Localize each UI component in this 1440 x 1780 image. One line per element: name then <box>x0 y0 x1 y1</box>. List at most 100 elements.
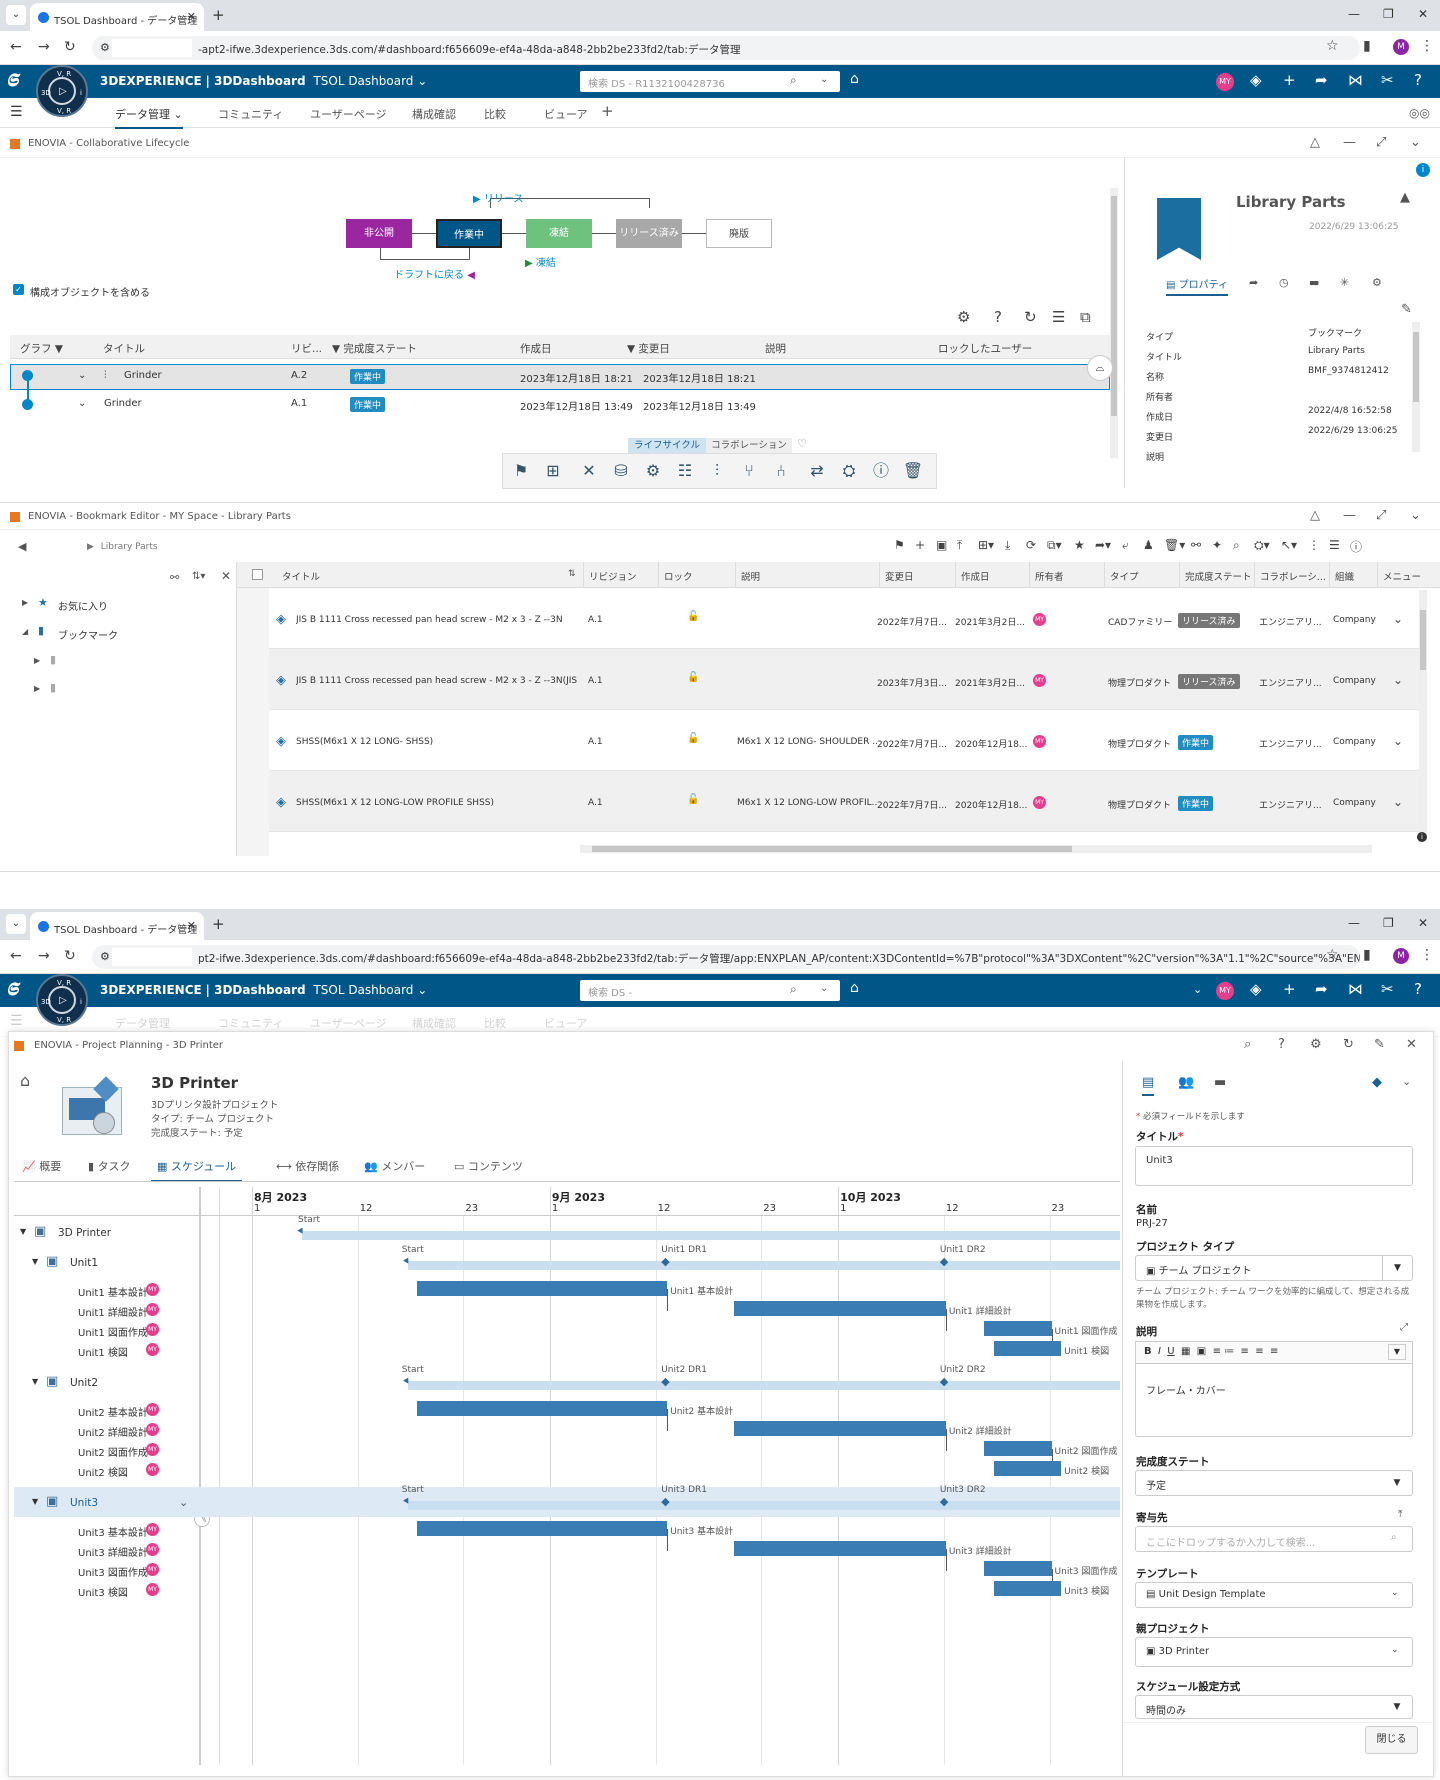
tab-tasks[interactable]: ▮ タスク <box>88 1158 131 1174</box>
summary-bar[interactable] <box>407 1501 1120 1510</box>
freeze-transition[interactable]: ▶ 凍結 <box>525 254 556 269</box>
tools-icon[interactable]: ✂ <box>1381 71 1394 89</box>
cell-title[interactable]: JIS B 1111 Cross recessed pan head screw… <box>296 615 563 625</box>
database-icon[interactable]: ⛁ <box>614 461 628 480</box>
forward-icon[interactable]: → <box>38 39 50 55</box>
notifications-icon[interactable]: ◈ <box>1250 980 1262 998</box>
gear-icon[interactable]: ⚙ <box>1372 276 1382 289</box>
state-private[interactable]: 非公開 <box>346 219 412 248</box>
chevron-down-icon[interactable]: ▼ <box>1393 1478 1401 1488</box>
assignee-avatar[interactable]: MY <box>146 1463 159 1476</box>
collapse-icon[interactable]: ▼ <box>32 1497 39 1506</box>
reload-icon[interactable]: ↻ <box>64 39 76 55</box>
history-icon[interactable]: ◷ <box>1279 276 1289 289</box>
help-icon[interactable]: ? <box>994 308 1002 326</box>
gantt-task-label[interactable]: Unit1 詳細設計 <box>78 1308 148 1319</box>
new-tab-button[interactable]: + <box>212 915 225 933</box>
scrollbar[interactable] <box>1419 590 1427 840</box>
owner-avatar[interactable]: MY <box>1033 613 1046 626</box>
bookmark-icon[interactable]: ⚑ <box>894 538 905 552</box>
reload-icon[interactable]: ↻ <box>64 948 76 964</box>
tag-icon[interactable]: ⌂ <box>850 71 859 87</box>
search-icon[interactable]: ⌕ <box>1391 1532 1397 1543</box>
gantt-task-label[interactable]: Unit2 詳細設計 <box>78 1428 148 1439</box>
start-marker-icon[interactable]: ⯇ <box>401 1495 411 1508</box>
help-icon[interactable]: ? <box>1414 71 1422 89</box>
align-right-icon[interactable]: ≡ <box>1270 1346 1279 1357</box>
close-icon[interactable]: ✕ <box>221 569 232 583</box>
restore-icon[interactable]: ❐ <box>1383 916 1394 930</box>
tree-favorites[interactable]: お気に入り <box>58 602 108 613</box>
chevron-down-icon[interactable]: ▼ <box>1393 1702 1401 1712</box>
tab-user-page[interactable]: ユーザーページ <box>310 108 387 121</box>
user-icon[interactable]: ♟ <box>1143 538 1154 552</box>
task-bar[interactable] <box>417 1401 668 1416</box>
grid-icon[interactable]: ⊞ <box>546 461 560 480</box>
title-input[interactable]: Unit3 <box>1135 1146 1413 1186</box>
minimize-icon[interactable]: — <box>1348 7 1360 21</box>
refresh-icon[interactable]: ↻ <box>1343 1037 1354 1052</box>
search-icon[interactable]: ⌕ <box>790 73 797 87</box>
gantt-task-label[interactable]: Unit2 図面作成 <box>78 1448 148 1459</box>
cursor-icon[interactable]: ↖▾ <box>1281 538 1298 552</box>
comments-tab-icon[interactable]: ▬ <box>1214 1075 1227 1090</box>
copy-icon[interactable]: ⧉▾ <box>1047 538 1062 552</box>
align-left-icon[interactable]: ≡ <box>1240 1346 1249 1357</box>
profile-avatar[interactable]: M <box>1393 948 1409 964</box>
tab-viewer[interactable]: ビューア <box>544 108 588 121</box>
italic-icon[interactable]: I <box>1157 1346 1161 1357</box>
col-description[interactable]: 説明 <box>765 343 786 355</box>
help-icon[interactable]: ? <box>1414 980 1422 998</box>
search-input[interactable]: 検索 DS - R1132100428736 ⌕ ⌄ <box>580 71 840 92</box>
collapse-icon[interactable]: ◢ <box>22 627 29 636</box>
state-released[interactable]: リリース済み <box>616 219 682 248</box>
gantt-task-label[interactable]: Unit1 検図 <box>78 1348 128 1359</box>
collapse-icon[interactable]: ▼ <box>32 1257 39 1266</box>
chevron-down-icon[interactable]: ⌄ <box>1393 612 1404 626</box>
bold-icon[interactable]: B <box>1144 1346 1152 1357</box>
gantt-task-label[interactable]: Unit3 詳細設計 <box>78 1548 148 1559</box>
breadcrumb[interactable]: ▶ Library Parts <box>87 542 158 552</box>
col-header[interactable]: 組織 <box>1335 572 1355 583</box>
col-modified[interactable]: ▼ 変更日 <box>627 343 670 355</box>
col-title[interactable]: タイトル <box>103 343 145 355</box>
chevron-down-icon[interactable]: ⌄ <box>1393 795 1404 809</box>
tools-icon[interactable]: ✂ <box>1381 980 1394 998</box>
h-scrollbar[interactable] <box>580 845 1372 853</box>
unlock-icon[interactable]: 🔓 <box>687 794 700 805</box>
maximize-icon[interactable]: ⤢ <box>1376 508 1387 523</box>
scrollbar-thumb[interactable] <box>1413 332 1419 402</box>
tab-compare[interactable]: 比較 <box>484 108 506 121</box>
search-icon[interactable]: ⌕ <box>1244 1037 1252 1052</box>
gantt-task-label[interactable]: Unit2 検図 <box>78 1468 128 1479</box>
row-title[interactable]: Grinder <box>104 398 142 409</box>
sidebar-icon[interactable]: ▮ <box>1363 38 1371 54</box>
bullet-list-icon[interactable]: ≔ <box>1224 1346 1235 1357</box>
binoculars-icon[interactable]: ⚯ <box>1191 538 1202 552</box>
contribute-input[interactable]: ここにドロップするか入力して検索... ⌕ <box>1135 1526 1413 1552</box>
delete-icon[interactable]: ✕ <box>582 461 596 480</box>
splitter[interactable] <box>199 1187 201 1765</box>
chevron-down-icon[interactable]: ⌄ <box>173 108 183 121</box>
user-avatar[interactable]: MY <box>1216 982 1234 1000</box>
task-bar[interactable] <box>984 1561 1052 1576</box>
user-avatar[interactable]: MY <box>1216 73 1234 91</box>
owner-avatar[interactable]: MY <box>1033 735 1046 748</box>
info-icon[interactable]: ⓘ <box>872 461 889 480</box>
forward-icon[interactable]: → <box>38 948 50 964</box>
chevron-down-icon[interactable]: ⌄ <box>417 74 428 88</box>
task-bar[interactable] <box>734 1541 946 1556</box>
include-checkbox[interactable]: ✓ <box>13 284 24 295</box>
status-badge[interactable]: 作業中 <box>350 369 386 384</box>
assignee-avatar[interactable]: MY <box>146 1343 159 1356</box>
col-header[interactable]: コラボレーシ... <box>1260 572 1326 583</box>
edit-pencil-icon[interactable]: ✎ <box>1401 302 1412 317</box>
binoculars-icon[interactable]: ⚯ <box>170 571 180 584</box>
status-badge[interactable]: 作業中 <box>1178 796 1214 811</box>
table-row[interactable] <box>10 364 1110 390</box>
search-scope-dropdown-icon[interactable]: ⌄ <box>820 74 829 85</box>
col-revision[interactable]: リビ... <box>291 343 323 355</box>
col-header[interactable]: メニュー <box>1383 572 1422 583</box>
tag-icon[interactable]: ◆ <box>1372 1075 1382 1090</box>
add-revision-icon[interactable]: ⫶ <box>714 461 719 480</box>
